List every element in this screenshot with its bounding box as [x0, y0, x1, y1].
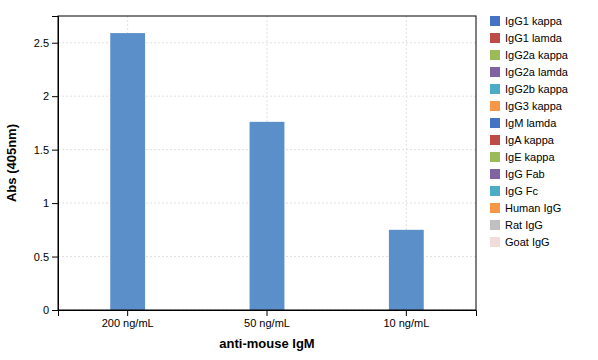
legend-label: IgG1 kappa — [505, 15, 563, 27]
legend-label: IgG2b kappa — [505, 83, 569, 95]
legend-swatch — [490, 33, 500, 43]
legend-item: IgG3 kappa — [490, 100, 563, 112]
legend-swatch — [490, 16, 500, 26]
x-tick-label: 200 ng/mL — [102, 317, 154, 329]
y-tick-label: 1.5 — [34, 144, 49, 156]
legend-swatch — [490, 169, 500, 179]
legend-swatch — [490, 237, 500, 247]
y-tick-label: 1 — [43, 197, 49, 209]
bar — [110, 33, 145, 310]
y-tick: 1 — [43, 197, 58, 209]
y-tick: 0.5 — [34, 251, 58, 263]
legend-label: IgE kappa — [505, 151, 555, 163]
x-tick: 50 ng/mL — [244, 310, 290, 329]
legend-label: IgM lamda — [505, 117, 557, 129]
x-tick: 10 ng/mL — [383, 310, 429, 329]
y-tick-label: 0 — [43, 304, 49, 316]
y-tick: 2 — [43, 90, 58, 102]
x-tick-label: 10 ng/mL — [383, 317, 429, 329]
legend-label: IgG2a kappa — [505, 49, 569, 61]
legend: IgG1 kappa IgG1 lamda IgG2a kappa IgG2a lam… — [490, 15, 569, 248]
plot: 200 ng/mL 50 ng/mL 10 ng/mL 0 0.5 1 1.5 2 2.5 — [34, 16, 477, 329]
legend-label: IgG Fc — [505, 185, 539, 197]
x-axis-line — [59, 311, 477, 317]
legend-label: Rat IgG — [505, 219, 543, 231]
legend-swatch — [490, 101, 500, 111]
chart: 200 ng/mL 50 ng/mL 10 ng/mL 0 0.5 1 1.5 2 2.5 ant… — [0, 0, 598, 360]
y-axis-line — [52, 17, 59, 311]
x-tick-mark — [127, 310, 128, 316]
x-axis: 200 ng/mL 50 ng/mL 10 ng/mL — [59, 310, 477, 329]
legend-label: IgG Fab — [505, 168, 545, 180]
legend-label: IgG1 lamda — [505, 32, 563, 44]
legend-label: IgG2a lamda — [505, 66, 569, 78]
legend-swatch — [490, 67, 500, 77]
bars — [110, 33, 424, 310]
legend-swatch — [490, 186, 500, 196]
legend-item: IgM lamda — [490, 117, 557, 129]
legend-label: Human IgG — [505, 202, 561, 214]
x-tick: 200 ng/mL — [102, 310, 154, 329]
legend-item: IgG1 kappa — [490, 15, 563, 27]
legend-label: Goat IgG — [505, 236, 550, 248]
legend-swatch — [490, 152, 500, 162]
y-tick-mark — [52, 310, 58, 311]
y-axis-title: Abs (405nm) — [4, 124, 19, 202]
y-tick-mark — [52, 43, 58, 44]
y-tick: 1.5 — [34, 144, 58, 156]
y-tick-label: 0.5 — [34, 251, 49, 263]
legend-swatch — [490, 84, 500, 94]
legend-item: Rat IgG — [490, 219, 543, 231]
y-axis: 0 0.5 1 1.5 2 2.5 — [34, 17, 59, 317]
legend-item: IgG2a lamda — [490, 66, 569, 78]
grid — [58, 16, 476, 310]
x-tick-label: 50 ng/mL — [244, 317, 290, 329]
bar — [389, 230, 424, 310]
legend-item: IgG Fc — [490, 185, 539, 197]
legend-item: IgG1 lamda — [490, 32, 563, 44]
legend-label: IgA kappa — [505, 134, 555, 146]
y-tick-mark — [52, 150, 58, 151]
legend-swatch — [490, 220, 500, 230]
legend-item: Goat IgG — [490, 236, 550, 248]
y-tick: 2.5 — [34, 37, 58, 49]
x-axis-title: anti-mouse IgM — [219, 336, 314, 351]
y-tick-mark — [52, 96, 58, 97]
legend-item: IgG Fab — [490, 168, 545, 180]
legend-item: IgE kappa — [490, 151, 555, 163]
y-tick-mark — [52, 257, 58, 258]
legend-item: IgG2b kappa — [490, 83, 569, 95]
plot-frame — [58, 16, 476, 310]
legend-swatch — [490, 135, 500, 145]
y-tick: 0 — [43, 304, 58, 316]
legend-item: IgG2a kappa — [490, 49, 569, 61]
legend-swatch — [490, 118, 500, 128]
legend-item: Human IgG — [490, 202, 561, 214]
y-tick-label: 2 — [43, 90, 49, 102]
y-tick-label: 2.5 — [34, 37, 49, 49]
legend-swatch — [490, 50, 500, 60]
y-tick-mark — [52, 203, 58, 204]
legend-item: IgA kappa — [490, 134, 555, 146]
legend-swatch — [490, 203, 500, 213]
x-tick-mark — [267, 310, 268, 316]
x-tick-mark — [406, 310, 407, 316]
bar — [250, 122, 285, 310]
legend-label: IgG3 kappa — [505, 100, 563, 112]
